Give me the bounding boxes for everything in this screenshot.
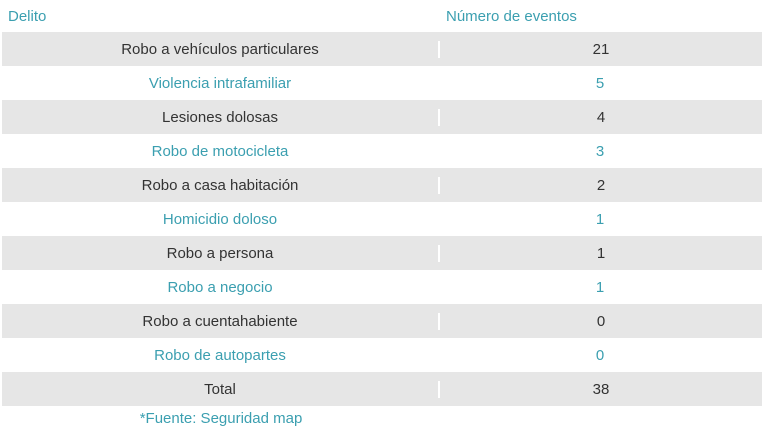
cell-delito: Robo a negocio	[167, 278, 273, 296]
table-row: Robo a persona 1	[2, 236, 762, 270]
cell-delito: Robo a cuentahabiente	[142, 312, 298, 330]
cell-delito: Violencia intrafamiliar	[148, 74, 292, 92]
header-delito: Delito	[8, 7, 47, 25]
cell-eventos: 3	[595, 142, 605, 160]
cell-delito: Homicidio doloso	[162, 210, 278, 228]
total-label: Total	[204, 380, 236, 398]
table-row: Robo a vehículos particulares 21	[2, 32, 762, 66]
cell-delito: Lesiones dolosas	[162, 108, 278, 126]
table-row: Lesiones dolosas 4	[2, 100, 762, 134]
cell-eventos: 4	[438, 108, 762, 126]
table-header: Delito Número de eventos	[2, 0, 762, 32]
table-row: Robo de motocicleta 3	[2, 134, 762, 168]
cell-eventos: 2	[438, 176, 762, 194]
table-row: Homicidio doloso 1	[2, 202, 762, 236]
cell-eventos: 1	[595, 210, 605, 228]
table-row: Violencia intrafamiliar 5	[2, 66, 762, 100]
cell-eventos: 1	[438, 244, 762, 262]
cell-delito: Robo a vehículos particulares	[121, 40, 319, 58]
cell-delito: Robo a casa habitación	[141, 176, 299, 194]
table-row: Robo de autopartes 0	[2, 338, 762, 372]
crime-events-table: Delito Número de eventos Robo a vehículo…	[2, 0, 762, 406]
cell-eventos: 1	[595, 278, 605, 296]
cell-eventos: 21	[438, 40, 762, 58]
cell-delito: Robo de motocicleta	[151, 142, 289, 160]
table-row: Robo a casa habitación 2	[2, 168, 762, 202]
table-row: Robo a cuentahabiente 0	[2, 304, 762, 338]
cell-delito: Robo de autopartes	[154, 346, 286, 364]
total-row: Total 38	[2, 372, 762, 406]
cell-eventos: 0	[595, 346, 605, 364]
cell-eventos: 0	[438, 312, 762, 330]
table-row: Robo a negocio 1	[2, 270, 762, 304]
total-value: 38	[438, 380, 762, 398]
source-note: *Fuente: Seguridad map	[139, 410, 303, 427]
cell-delito: Robo a persona	[166, 244, 274, 262]
cell-eventos: 5	[595, 74, 605, 92]
header-numero-eventos: Número de eventos	[446, 7, 577, 25]
